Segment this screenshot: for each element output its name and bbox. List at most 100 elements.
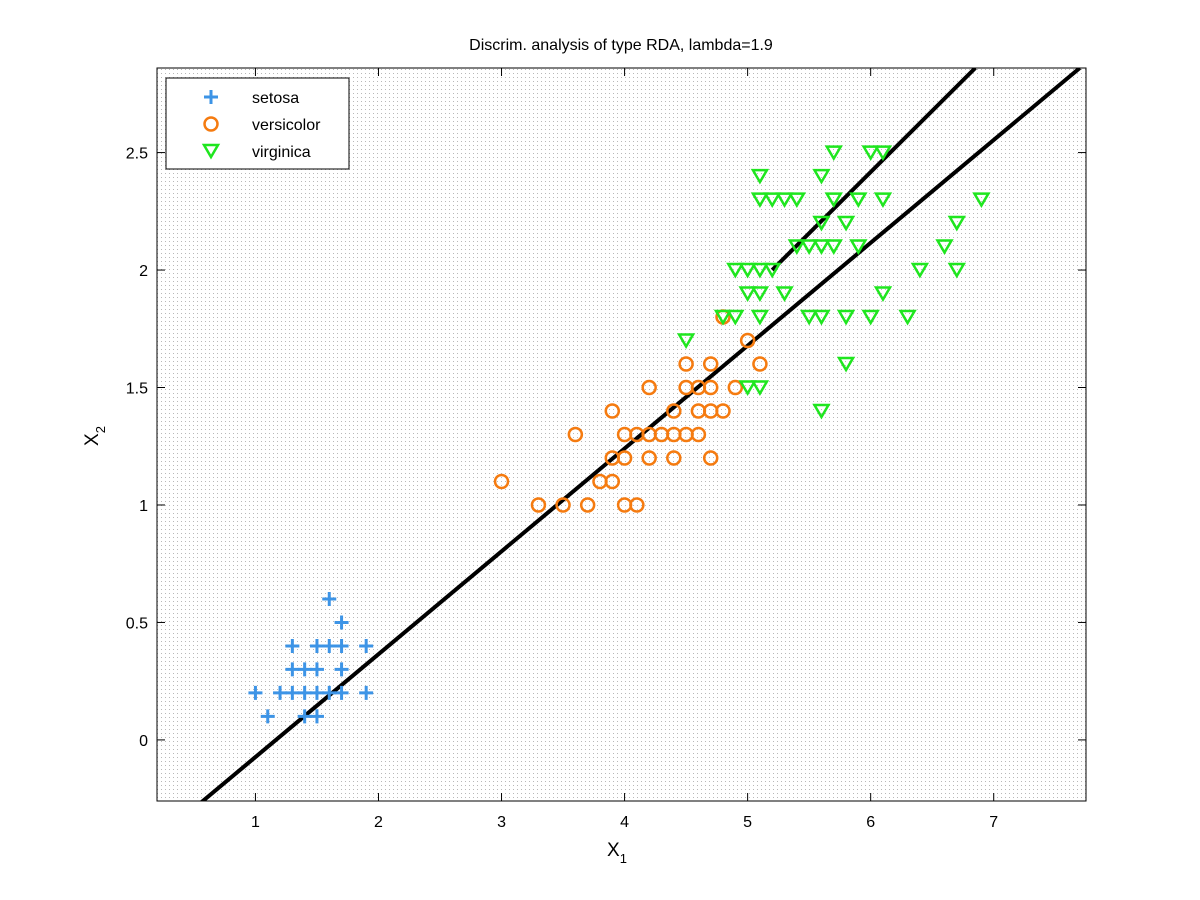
y-axis-label-sub: 2 [93,426,108,433]
x-tick-label: 4 [620,814,629,831]
setosa-point [297,662,312,677]
setosa-point [248,685,263,700]
versicolor-point [690,426,707,443]
virginica-point [787,239,807,256]
versicolor-point [530,497,547,513]
setosa-point [285,685,300,700]
setosa-point [309,685,324,700]
versicolor-point [604,403,621,419]
x-tick-label: 3 [497,814,506,831]
virginica-point [799,309,819,326]
decision-boundary-line [770,68,977,272]
virginica-point [836,309,856,326]
setosa-point [309,638,324,653]
virginica-point [873,286,893,303]
versicolor-point [702,450,719,466]
setosa-point [285,638,300,653]
virginica-point [812,168,831,185]
virginica-point [824,192,843,209]
virginica-point [812,309,831,326]
setosa-point [322,685,337,700]
setosa-point [359,638,374,653]
virginica-point [935,239,954,256]
decision-boundaries [199,68,1082,801]
versicolor-point [715,403,731,419]
virginica-point [775,286,794,303]
versicolor-point [739,332,756,349]
x-axis-label-sub: 1 [620,851,627,866]
versicolor-point [493,473,510,490]
versicolor-point [702,379,719,396]
decision-boundary-line [199,68,1082,801]
versicolor-point [752,356,768,372]
x-axis-label: X1 [607,840,627,866]
virginica-point [873,145,893,162]
virginica-point [812,215,831,232]
legend-virginica-marker [201,143,221,160]
virginica-point [910,262,930,279]
x-tick-label: 7 [989,814,998,831]
data-points [248,145,991,724]
virginica-point [836,356,856,373]
versicolor-point [641,450,657,466]
legend-versicolor-label: versicolor [252,117,321,134]
virginica-point [799,239,819,256]
chart-title: Discrim. analysis of type RDA, lambda=1.… [469,37,773,54]
versicolor-point [727,379,744,396]
virginica-point [738,286,757,303]
setosa-point [297,685,312,700]
setosa-point [297,709,312,724]
x-tick-label: 1 [251,814,260,831]
versicolor-point [641,379,657,396]
setosa-point [334,662,349,677]
virginica-point [750,192,770,209]
versicolor-point [666,450,682,466]
virginica-point [750,380,770,396]
axis-ticks: 1 2 3 4 5 6 7 0 0.5 1 1.5 2 2.5 [126,68,1086,831]
y-tick-label: 2 [139,263,148,280]
versicolor-point [678,356,694,372]
legend-versicolor-marker [203,116,219,132]
virginica-point [738,262,757,279]
setosa-point [322,638,337,653]
virginica-point [812,239,831,256]
versicolor-point [579,497,596,513]
x-tick-label: 2 [374,814,383,831]
virginica-point [726,262,745,279]
y-tick-label: 2.5 [126,146,148,163]
legend-virginica-label: virginica [252,144,311,161]
legend-box [165,77,350,170]
virginica-point [726,309,745,326]
virginica-point [824,239,843,256]
virginica-point [972,192,991,209]
virginica-point [750,262,770,279]
setosa-point [273,685,288,700]
setosa-point [322,591,337,606]
virginica-point [750,168,770,185]
legend: setosa versicolor virginica [165,77,350,170]
legend-setosa-marker [204,90,218,104]
y-tick-label: 0.5 [126,615,148,632]
virginica-point [738,380,757,396]
versicolor-point [604,473,621,490]
versicolor-point [629,497,645,513]
setosa-point [334,615,349,630]
y-tick-label: 0 [139,733,148,750]
virginica-point [898,309,917,326]
y-tick-label: 1 [139,498,148,515]
versicolor-point [567,426,584,443]
setosa-point [359,685,374,700]
versicolor-point [702,356,719,372]
virginica-point [763,262,782,279]
virginica-point [713,309,733,326]
virginica-point [849,239,868,256]
versicolor-point [666,403,682,419]
setosa-point [334,685,349,700]
virginica-point [947,262,966,279]
virginica-point [812,403,831,420]
setosa-point [285,662,300,677]
setosa-point [309,662,324,677]
virginica-point [763,192,782,209]
versicolor-point [555,497,571,513]
